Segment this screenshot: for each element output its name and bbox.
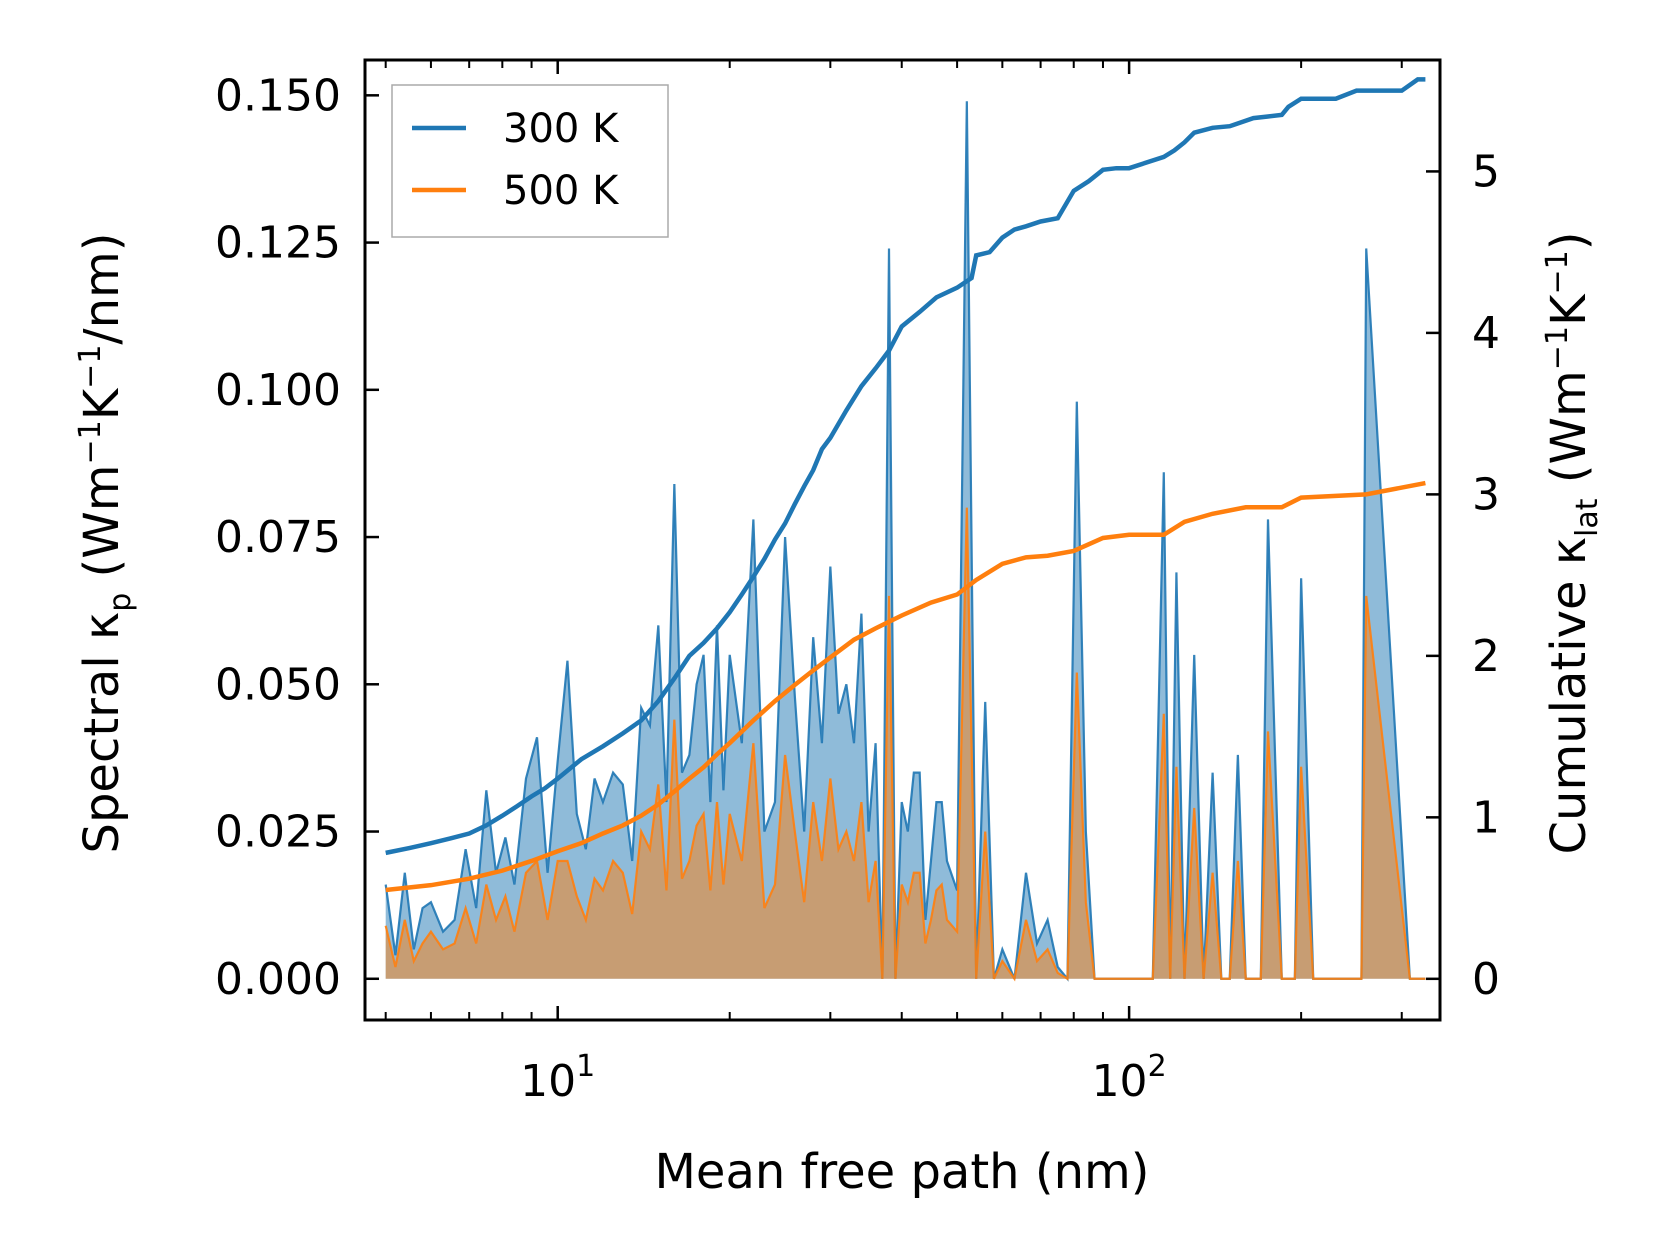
axes-layer: 0.000 0.025 0.050 0.075 0.100 0.125 0.150 0 1 2 3 4… <box>215 58 1500 1107</box>
spectral-500k-line <box>384 507 1426 982</box>
y-left-axis-title: Spectral κp (Wm−1K−1/nm) <box>73 232 138 853</box>
y-right-tick-label: 0 <box>1472 954 1500 1005</box>
y-left-tick-label: 0.150 <box>215 70 341 121</box>
y-left-tick-label: 0.050 <box>215 659 341 710</box>
legend: 300 K 500 K <box>391 84 669 238</box>
legend-frame <box>391 84 669 238</box>
y-right-tick-label: 3 <box>1472 469 1500 520</box>
x-axis-title: Mean free path (nm) <box>655 1144 1150 1200</box>
spectral-500k-fill <box>385 507 1426 979</box>
x-tick-label: 102 <box>1092 1049 1167 1107</box>
cumulative-500k-line <box>385 480 1426 893</box>
plot-area <box>384 77 1426 982</box>
cumulative-300k-line <box>385 77 1426 856</box>
y-right-tick-label: 2 <box>1472 631 1500 682</box>
y-right-axis-title: Cumulative κlat (Wm−1K−1) <box>1540 232 1605 855</box>
y-right-tick-label: 4 <box>1472 308 1500 359</box>
x-tick-label: 101 <box>520 1049 595 1107</box>
y-left-tick-label: 0.075 <box>215 512 341 563</box>
legend-label-500k: 500 K <box>503 168 620 214</box>
y-left-tick-label: 0.025 <box>215 807 341 858</box>
y-left-tick-label: 0.100 <box>215 365 341 416</box>
y-right-tick-label: 5 <box>1472 146 1500 197</box>
y-left-tick-label: 0.125 <box>215 218 341 269</box>
legend-label-300k: 300 K <box>503 106 620 152</box>
y-right-tick-label: 1 <box>1472 792 1500 843</box>
y-left-tick-label: 0.000 <box>215 954 341 1005</box>
